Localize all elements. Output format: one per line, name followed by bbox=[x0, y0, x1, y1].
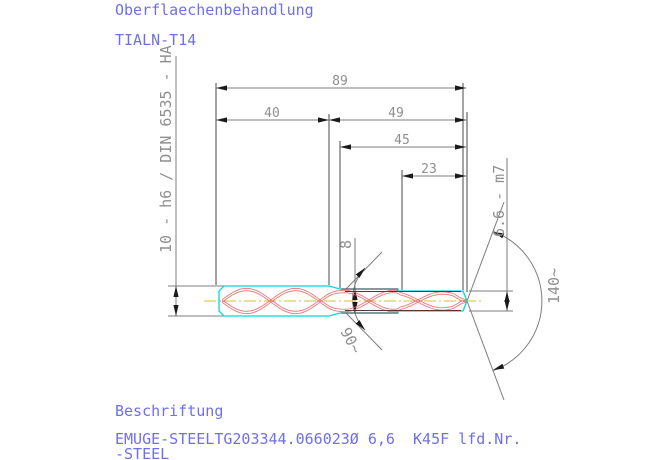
dim-neck-diameter: 8 bbox=[337, 240, 355, 249]
dim-flute-length: 23 bbox=[421, 162, 437, 177]
spiral-flutes bbox=[221, 287, 468, 315]
inscription-line2: -STEEL bbox=[115, 445, 170, 460]
dimension-lines bbox=[168, 56, 543, 401]
dim-front-section-length: 49 bbox=[388, 106, 404, 121]
extension-lines bbox=[215, 83, 468, 292]
dim-cutting-diameter: 6.6 - m7 bbox=[490, 165, 508, 237]
dim-shank-diameter: 10 - h6 / DIN 6535 - HA bbox=[157, 45, 175, 253]
surface-treatment-value: TIALN-T14 bbox=[115, 31, 197, 49]
dim-shank-length: 40 bbox=[264, 106, 280, 121]
dim-point-angle: 140~ bbox=[545, 268, 563, 304]
inscription-line1: EMUGE-STEELTG203344.066023Ø 6,6 K45F lfd… bbox=[115, 430, 522, 448]
dimension-texts: 89 40 49 45 23 10 - h6 / DIN 6535 - HA 8… bbox=[157, 45, 563, 357]
inscription-title: Beschriftung bbox=[115, 402, 224, 420]
tool-geometry bbox=[204, 285, 483, 317]
surface-treatment-title: Oberflaechenbehandlung bbox=[115, 1, 314, 19]
dim-neck-chamfer-angle: 90~ bbox=[336, 324, 365, 356]
dim-neck-to-tip-length: 45 bbox=[394, 133, 410, 148]
dim-overall-length: 89 bbox=[332, 74, 348, 89]
